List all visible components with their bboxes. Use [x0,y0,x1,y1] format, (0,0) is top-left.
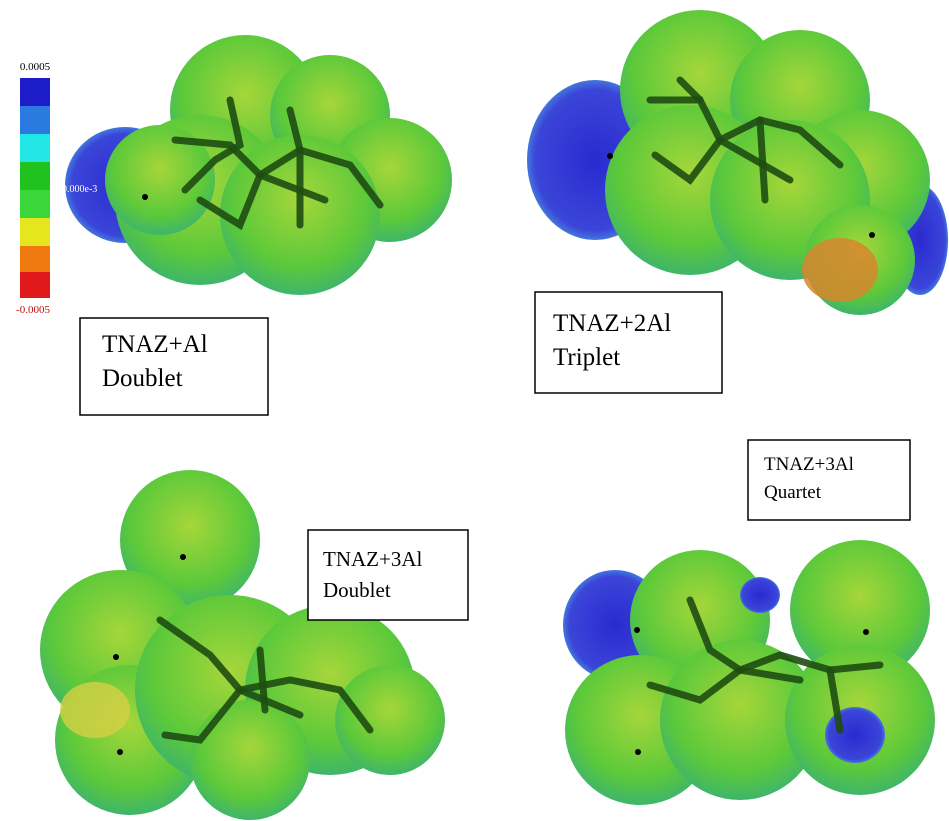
panel-state: Doublet [323,578,391,602]
label-box-2: TNAZ+2Al Triplet [535,292,722,393]
panel-title: TNAZ+Al [102,331,208,358]
panel-state: Quartet [764,482,822,503]
surface-1 [65,35,452,295]
panel-title: TNAZ+2Al [553,310,671,337]
scale-min: -0.0005 [16,304,50,316]
scale-mid: 0.000e-3 [62,184,97,195]
label-box-3: TNAZ+3Al Doublet [308,530,468,620]
scale-max: 0.0005 [20,61,51,73]
label-box-1: TNAZ+Al Doublet [80,318,268,415]
figure: 0.0005 0.000e-3 -0.0005 TNAZ+Al Doublet … [0,0,949,821]
color-scale: 0.0005 0.000e-3 -0.0005 [16,61,97,316]
surface-3 [40,470,445,820]
panel-title: TNAZ+3Al [764,454,854,475]
surface-2 [527,10,948,315]
panel-state: Triplet [553,344,620,371]
label-box-4: TNAZ+3Al Quartet [748,440,910,520]
panel-title: TNAZ+3Al [323,547,422,571]
panel-state: Doublet [102,365,183,392]
